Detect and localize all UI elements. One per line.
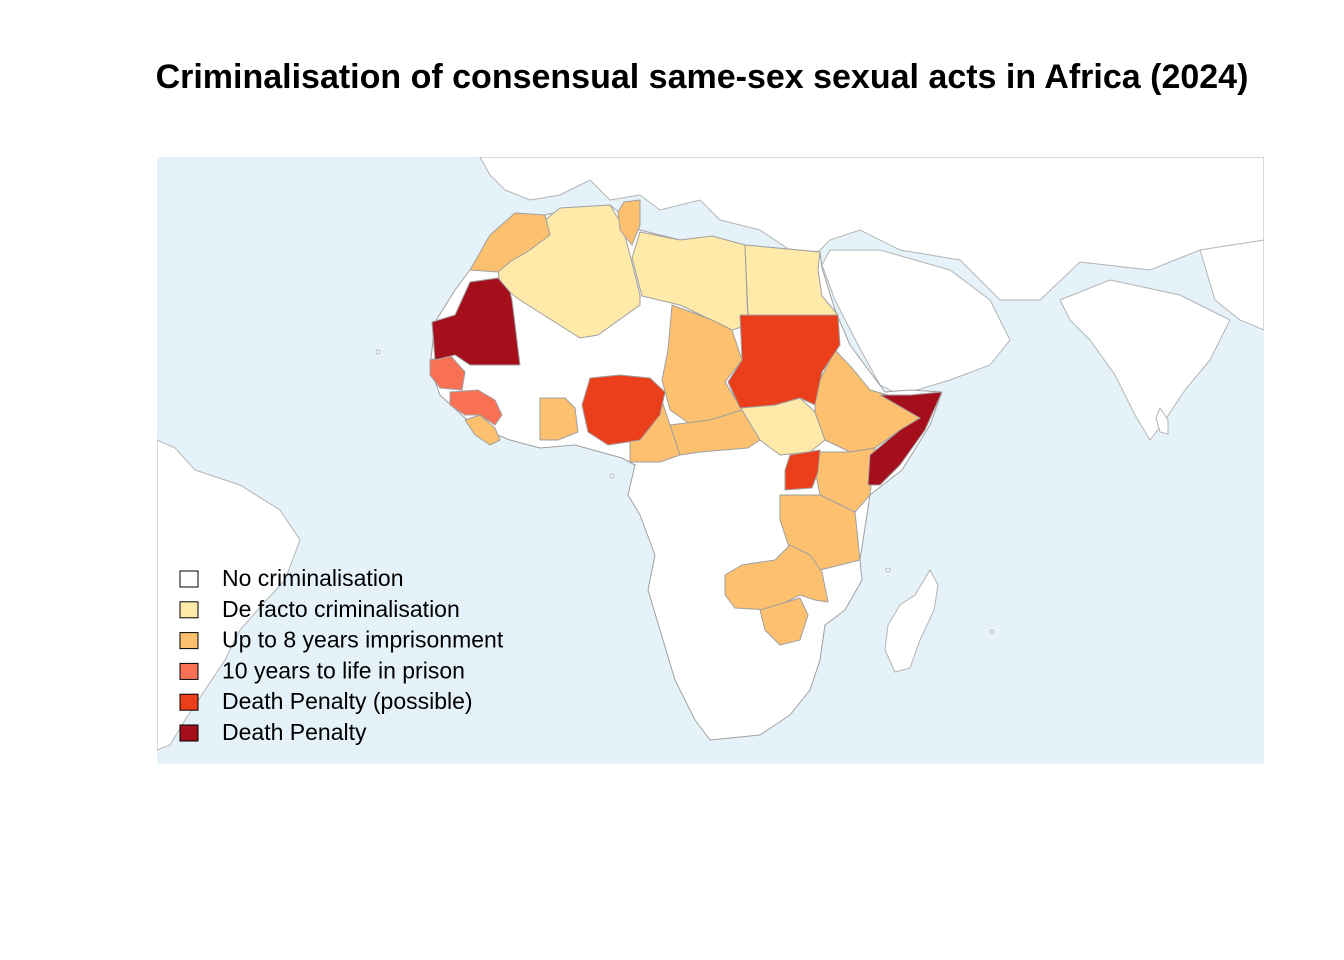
madagascar <box>884 568 939 673</box>
zimbabwe <box>759 597 809 646</box>
legend-swatch <box>179 724 199 742</box>
nigeria <box>581 374 666 446</box>
guinea-sierra-leone <box>449 389 503 426</box>
tunisia <box>617 199 641 246</box>
surrounding-land <box>157 157 1264 751</box>
legend-swatch <box>179 601 199 619</box>
legend-swatch <box>179 632 199 650</box>
arabian-peninsula <box>821 249 1011 396</box>
ghana-togo <box>539 397 579 441</box>
uganda <box>784 449 821 491</box>
legend-label: Death Penalty <box>222 719 367 745</box>
legend-label: De facto criminalisation <box>222 596 460 622</box>
legend-swatch <box>179 693 199 711</box>
asia-land <box>1199 239 1264 331</box>
page-title: Criminalisation of consensual same-sex s… <box>155 58 1249 96</box>
legend-swatch <box>179 662 199 680</box>
libya <box>631 231 749 331</box>
central-african-rep <box>669 409 761 456</box>
somalia <box>867 391 943 486</box>
african-countries <box>429 199 943 741</box>
sri-lanka <box>1155 406 1169 435</box>
legend-label: No criminalisation <box>222 565 404 591</box>
zambia-malawi <box>724 544 829 611</box>
legend-swatch <box>179 570 199 588</box>
legend: No criminalisation De facto criminalisati… <box>179 565 504 745</box>
sudan <box>727 314 841 409</box>
morocco <box>469 212 551 273</box>
legend-label: 10 years to life in prison <box>222 657 465 683</box>
mauritania <box>431 277 521 366</box>
legend-label: Death Penalty (possible) <box>222 688 473 714</box>
legend-label: Up to 8 years imprisonment <box>222 627 504 653</box>
